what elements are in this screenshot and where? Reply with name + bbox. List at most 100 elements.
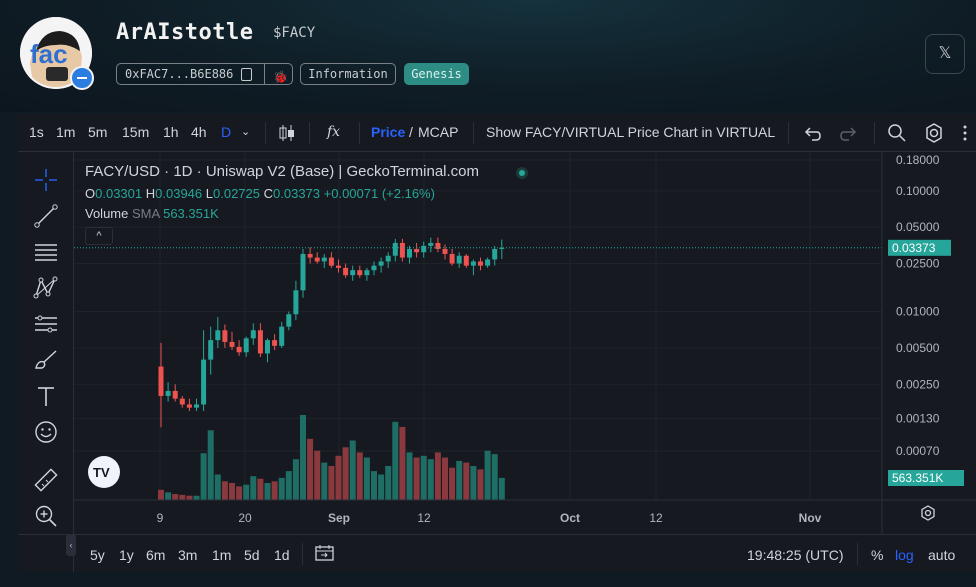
- chart-grid: [74, 152, 882, 500]
- settings-gear-icon[interactable]: [924, 123, 944, 143]
- candle-body: [428, 242, 434, 246]
- time-axis-settings-icon[interactable]: [921, 505, 935, 521]
- candle-body: [286, 314, 292, 327]
- range-1d[interactable]: 1d: [274, 547, 290, 563]
- volume-label: Volume: [85, 206, 129, 221]
- volume-bar: [257, 478, 264, 500]
- candles-icon[interactable]: [278, 123, 296, 143]
- candle-body: [321, 257, 327, 262]
- price-toggle[interactable]: Price: [371, 124, 406, 140]
- volume-bar: [200, 453, 207, 500]
- information-button[interactable]: Information: [300, 63, 396, 85]
- more-options-icon[interactable]: [962, 124, 968, 142]
- range-1m[interactable]: 1m: [212, 547, 232, 563]
- price-tick-label: 0.00500: [896, 341, 940, 355]
- candle-body: [307, 253, 313, 258]
- redo-icon[interactable]: [840, 124, 858, 142]
- volume-bar: [335, 455, 342, 500]
- volume-bar: [463, 462, 470, 500]
- volume-legend: Volume SMA 563.351K: [85, 206, 219, 221]
- candle-body: [328, 257, 334, 266]
- interval-1s[interactable]: 1s: [29, 124, 44, 140]
- chart-widget: 1s 1m 5m 15m 1h 4h D ⌄ fx Price / MCAP S…: [18, 114, 976, 572]
- last-price-tag: 0.03373: [888, 239, 951, 256]
- time-tick-label: Nov: [799, 511, 822, 525]
- range-5y[interactable]: 5y: [90, 547, 105, 563]
- horizontal-lines-icon[interactable]: [32, 238, 60, 266]
- candle-body: [442, 248, 448, 254]
- price-tick-label: 0.05000: [896, 220, 940, 234]
- volume-bar: [229, 483, 235, 500]
- high-label: H: [145, 186, 156, 201]
- quick-search-icon[interactable]: [887, 123, 907, 143]
- genesis-badge[interactable]: Genesis: [404, 63, 469, 85]
- interval-4h[interactable]: 4h: [191, 124, 207, 140]
- volume-bar: [300, 415, 306, 500]
- candle-body: [499, 247, 505, 249]
- candle-body: [229, 341, 235, 347]
- candle-body: [186, 404, 192, 408]
- interval-15m[interactable]: 15m: [122, 124, 150, 140]
- candle-body: [165, 390, 171, 396]
- price-tick-label: 0.00130: [896, 412, 940, 426]
- pattern-tool-icon[interactable]: [32, 274, 60, 302]
- candle-body: [414, 248, 420, 253]
- undo-icon[interactable]: [803, 124, 821, 142]
- brush-icon[interactable]: [32, 346, 60, 374]
- svg-text:fac: fac: [30, 39, 68, 69]
- show-virtual-chart-button[interactable]: Show FACY/VIRTUAL Price Chart in VIRTUAL: [486, 124, 776, 140]
- date-range-calendar-icon[interactable]: [315, 544, 335, 562]
- sma-label: SMA: [132, 206, 160, 221]
- volume-bar: [236, 486, 243, 500]
- tradingview-logo[interactable]: TV: [88, 456, 120, 488]
- volume-bar: [449, 467, 456, 500]
- indicators-fx-icon[interactable]: fx: [327, 124, 341, 140]
- range-6m[interactable]: 6m: [146, 547, 166, 563]
- trend-line-icon[interactable]: [32, 202, 60, 230]
- candle-body: [265, 340, 270, 354]
- utc-clock[interactable]: 19:48:25 (UTC): [747, 547, 844, 563]
- range-3m[interactable]: 3m: [178, 547, 198, 563]
- open-value: 0.03301: [95, 186, 143, 201]
- low-label: L: [205, 186, 213, 201]
- candle-body: [250, 330, 256, 339]
- time-axis[interactable]: 9 20 Sep 12 Oct 12 Nov: [157, 511, 822, 525]
- candle-body: [314, 257, 320, 262]
- zoom-in-icon[interactable]: [32, 502, 60, 530]
- interval-chevron-down-icon[interactable]: ⌄: [241, 126, 251, 138]
- pill-divider: [264, 64, 265, 84]
- time-tick-label: Sep: [328, 511, 350, 525]
- auto-scale-toggle[interactable]: auto: [928, 547, 956, 563]
- close-label: C: [263, 186, 274, 201]
- collapse-legend-chevron-up-icon[interactable]: ^: [85, 227, 113, 245]
- ruler-icon[interactable]: [32, 466, 60, 494]
- text-tool-icon[interactable]: [32, 382, 60, 410]
- x-social-button[interactable]: 𝕏: [925, 34, 965, 74]
- measure-projection-icon[interactable]: [32, 310, 60, 338]
- crosshair-icon[interactable]: [32, 166, 60, 194]
- interval-1h[interactable]: 1h: [163, 124, 179, 140]
- interval-d[interactable]: D: [221, 124, 232, 140]
- copy-icon[interactable]: [241, 68, 252, 81]
- candle-body: [470, 261, 476, 266]
- range-1y[interactable]: 1y: [119, 547, 134, 563]
- candle-body: [194, 404, 199, 408]
- log-scale-toggle[interactable]: log: [895, 547, 914, 563]
- mcap-toggle[interactable]: MCAP: [418, 124, 459, 140]
- interval-5m[interactable]: 5m: [88, 124, 108, 140]
- range-5d[interactable]: 5d: [244, 547, 260, 563]
- volume-bar: [172, 494, 179, 500]
- contract-address-pill[interactable]: 0xFAC7...B6E886 🐞: [116, 63, 293, 85]
- toolbar-divider: [309, 122, 310, 144]
- price-chart[interactable]: 0.18000 0.10000 0.05000 0.02500 0.01000 0.005…: [74, 152, 976, 534]
- volume-bar: [470, 466, 477, 500]
- price-axis[interactable]: 0.18000 0.10000 0.05000 0.02500 0.01000 0.005…: [896, 153, 940, 458]
- volume-bar: [264, 483, 271, 500]
- emoji-icon[interactable]: [32, 418, 60, 446]
- interval-1m[interactable]: 1m: [56, 124, 76, 140]
- collapse-toolbar-chevron-icon[interactable]: ‹: [66, 534, 76, 556]
- percent-scale-toggle[interactable]: %: [871, 547, 884, 563]
- bug-icon[interactable]: 🐞: [273, 70, 288, 84]
- price-tick-label: 0.02500: [896, 257, 940, 271]
- volume-bar: [491, 454, 498, 500]
